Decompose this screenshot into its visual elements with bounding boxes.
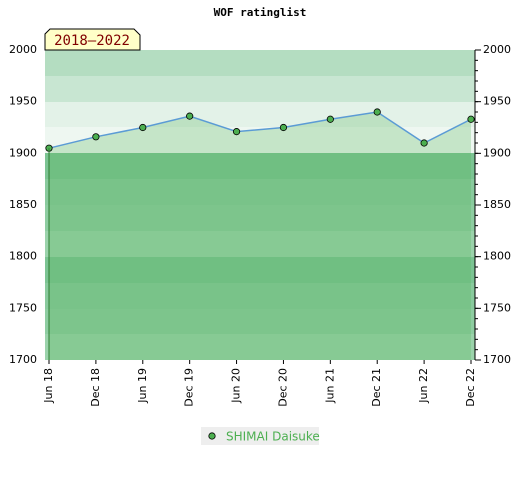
legend [201, 427, 319, 445]
y-tick-label: 1800 [9, 250, 37, 263]
band [45, 153, 475, 179]
y-tick-label: 1950 [9, 95, 37, 108]
badge-text: 2018–2022 [54, 33, 130, 49]
x-tick-label: Jun 21 [323, 368, 336, 404]
point [232, 128, 241, 136]
band [45, 179, 475, 205]
legend-marker [208, 432, 216, 440]
y-tick-label: 1850 [9, 198, 37, 211]
band [45, 283, 475, 309]
x-tick-label: Jun 18 [42, 368, 55, 404]
x-tick-label: Jun 19 [136, 368, 149, 404]
y2-tick-label: 1950 [483, 95, 511, 108]
point [467, 115, 475, 123]
point [186, 112, 194, 120]
y2-tick-label: 1900 [483, 146, 511, 159]
y2-tick-label: 1800 [483, 250, 511, 263]
area [49, 112, 471, 360]
y2-tick-label: 1750 [483, 301, 511, 314]
point [420, 139, 428, 147]
x-tick-label: Dec 20 [276, 368, 289, 407]
y2-tick-label: 2000 [483, 43, 511, 56]
band [45, 76, 475, 102]
line [48, 111, 472, 149]
band [45, 257, 475, 283]
point [92, 133, 100, 141]
y-tick-label: 1700 [9, 353, 37, 366]
band [45, 334, 475, 360]
x-tick-label: Dec 21 [370, 368, 383, 407]
band [45, 102, 475, 127]
bands [45, 50, 475, 360]
band [45, 127, 475, 153]
legend-label: SHIMAI Daisuke [226, 430, 320, 444]
x-tick-label: Dec 22 [464, 368, 477, 407]
chart-title: WOF ratinglist [214, 6, 307, 19]
y-tick-label: 2000 [9, 43, 37, 56]
band [45, 231, 475, 257]
y-tick-label: 1900 [9, 146, 37, 159]
band [45, 309, 475, 334]
x-tick-label: Jun 20 [230, 368, 243, 404]
point [326, 115, 334, 123]
badge [44, 28, 141, 51]
x-tick-label: Jun 22 [417, 368, 430, 404]
y2-tick-label: 1700 [483, 353, 511, 366]
y2-tick-label: 1850 [483, 198, 511, 211]
point [373, 108, 381, 116]
y-tick-label: 1750 [9, 301, 37, 314]
point [279, 123, 288, 132]
x-tick-label: Dec 18 [89, 368, 102, 407]
x-tick-label: Dec 19 [183, 368, 196, 407]
band [45, 50, 475, 76]
band [45, 205, 475, 231]
point [139, 123, 147, 132]
